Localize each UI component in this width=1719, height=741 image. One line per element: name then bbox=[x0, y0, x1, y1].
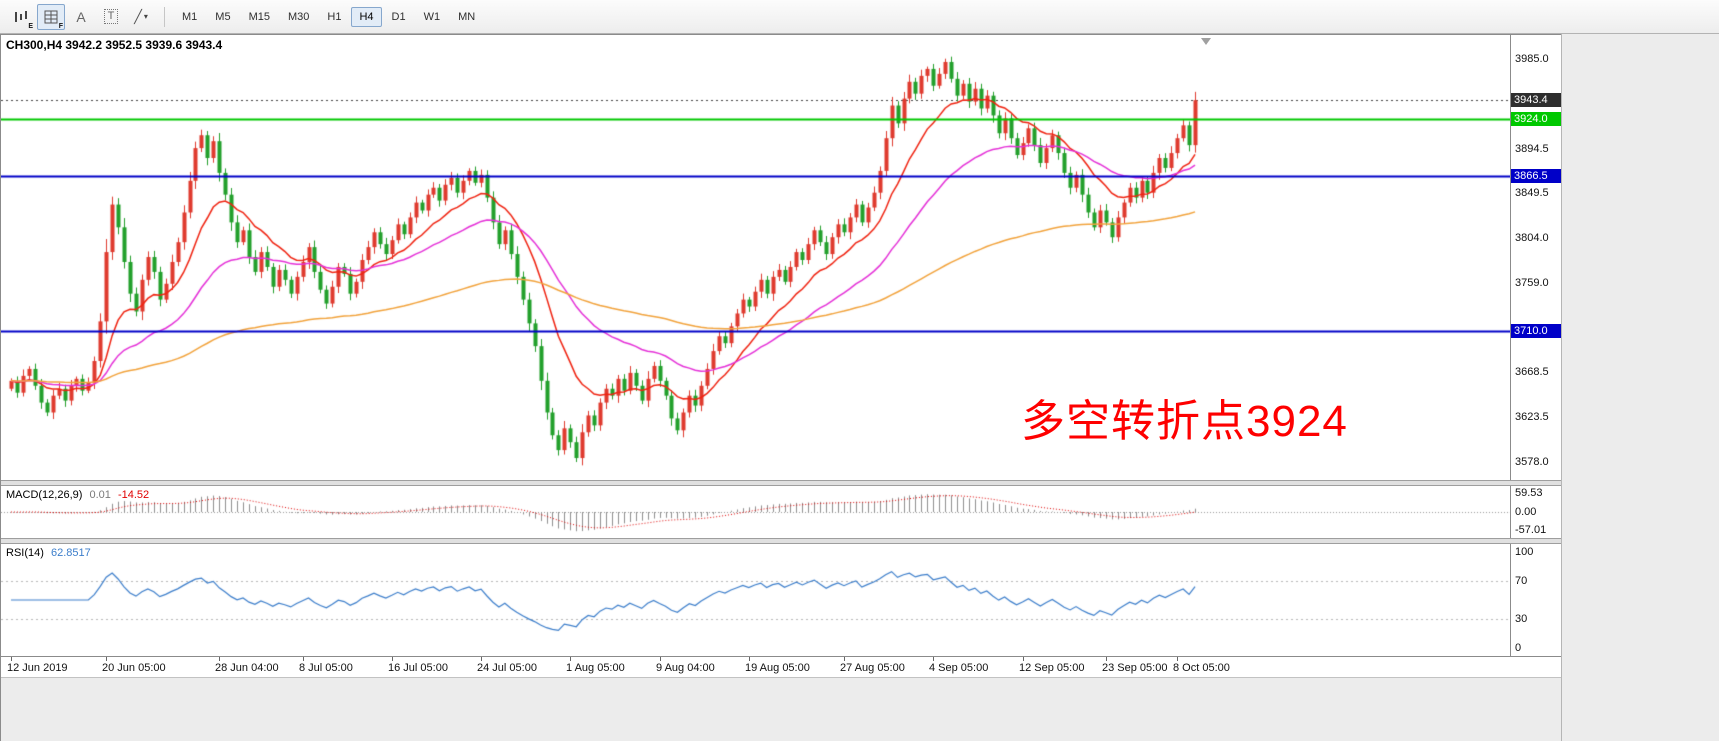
shapes-tool[interactable]: ╱ ▾ bbox=[127, 4, 155, 30]
data-grid-tool[interactable]: F bbox=[37, 3, 65, 30]
time-axis-label: 27 Aug 05:00 bbox=[840, 662, 905, 674]
timeframe-m30[interactable]: M30 bbox=[287, 10, 310, 23]
rsi-name: RSI(14) bbox=[6, 547, 44, 559]
timeframe-m5[interactable]: M5 bbox=[215, 10, 231, 23]
time-tick bbox=[11, 657, 12, 661]
workspace: CH300,H4 3942.2 3952.5 3939.6 3943.4 多空转… bbox=[0, 34, 1719, 741]
tool-sub-label: F bbox=[58, 22, 63, 30]
text-t-icon: T bbox=[103, 9, 119, 24]
time-tick bbox=[392, 657, 393, 661]
time-axis-label: 8 Jul 05:00 bbox=[299, 662, 353, 674]
time-tick bbox=[749, 657, 750, 661]
time-axis-label: 8 Oct 05:00 bbox=[1173, 662, 1230, 674]
text-a-icon: A bbox=[76, 8, 86, 25]
macd-axis-label: 59.53 bbox=[1515, 487, 1543, 500]
toolbar: E F A T ╱ ▾ M1 M5 M15 M30 H1 H4 D1 W1 MN bbox=[0, 0, 1719, 34]
time-tick bbox=[1177, 657, 1178, 661]
time-axis-label: 12 Jun 2019 bbox=[7, 662, 68, 674]
timeframe-m15[interactable]: M15 bbox=[248, 10, 270, 23]
price-axis-label: 3804.0 bbox=[1515, 232, 1549, 245]
time-tick bbox=[660, 657, 661, 661]
time-axis-label: 23 Sep 05:00 bbox=[1102, 662, 1168, 674]
rsi-axis-label: 70 bbox=[1515, 574, 1528, 587]
price-axis-label: 3849.5 bbox=[1515, 187, 1549, 200]
timeframe-w1[interactable]: W1 bbox=[423, 10, 441, 23]
price-axis-label: 3668.5 bbox=[1515, 366, 1549, 379]
level-3710-badge: 3710.0 bbox=[1511, 324, 1561, 339]
time-tick bbox=[106, 657, 107, 661]
time-tick bbox=[1106, 657, 1107, 661]
time-tick bbox=[219, 657, 220, 661]
time-tick bbox=[570, 657, 571, 661]
macd-name: MACD(12,26,9) bbox=[6, 489, 83, 501]
macd-axis[interactable]: 59.53 0.00 -57.01 bbox=[1510, 486, 1561, 538]
level-3924-badge: 3924.0 bbox=[1511, 112, 1561, 127]
macd-chart-canvas[interactable] bbox=[1, 486, 1511, 538]
chart-window: CH300,H4 3942.2 3952.5 3939.6 3943.4 多空转… bbox=[0, 34, 1562, 741]
chinese-annotation[interactable]: 多空转折点3924 bbox=[1021, 397, 1348, 446]
time-axis-label: 19 Aug 05:00 bbox=[745, 662, 810, 674]
price-axis-label: 3623.5 bbox=[1515, 410, 1549, 423]
level-3866-badge: 3866.5 bbox=[1511, 169, 1561, 184]
text-label-tool[interactable]: T bbox=[97, 4, 125, 30]
symbol-ohlc-header: CH300,H4 3942.2 3952.5 3939.6 3943.4 bbox=[6, 38, 223, 52]
time-axis-label: 9 Aug 04:00 bbox=[656, 662, 715, 674]
macd-main-value: 0.01 bbox=[89, 489, 111, 501]
time-axis-label: 28 Jun 04:00 bbox=[215, 662, 279, 674]
macd-axis-label: 0.00 bbox=[1515, 506, 1537, 518]
time-axis-label: 24 Jul 05:00 bbox=[477, 662, 537, 674]
timeframe-group: M1 M5 M15 M30 H1 H4 D1 W1 MN bbox=[173, 6, 484, 27]
timeframe-m1[interactable]: M1 bbox=[182, 10, 198, 23]
price-axis-label: 3578.0 bbox=[1515, 456, 1549, 468]
chart-shift-marker[interactable] bbox=[1201, 38, 1211, 45]
grid-icon bbox=[44, 10, 58, 23]
rsi-axis[interactable]: 100 70 30 0 bbox=[1510, 544, 1561, 656]
price-chart-canvas[interactable] bbox=[1, 35, 1511, 480]
time-tick bbox=[481, 657, 482, 661]
timeframe-d1[interactable]: D1 bbox=[391, 10, 406, 23]
price-axis-label: 3985.0 bbox=[1515, 53, 1549, 65]
time-tick bbox=[1023, 657, 1024, 661]
toolbar-separator bbox=[164, 6, 165, 27]
right-filler bbox=[1562, 34, 1719, 741]
bottom-filler bbox=[1, 677, 1561, 741]
bar-chart-icon bbox=[15, 10, 27, 22]
time-axis-label: 1 Aug 05:00 bbox=[566, 662, 625, 674]
price-axis-label: 3759.0 bbox=[1515, 276, 1549, 289]
macd-panel: MACD(12,26,9) 0.01 -14.52 59.53 0.00 -57.0… bbox=[1, 486, 1561, 538]
cursor-text-tool[interactable]: A bbox=[67, 4, 95, 30]
line-icon: ╱ bbox=[134, 8, 142, 24]
timeframe-mn[interactable]: MN bbox=[458, 10, 476, 23]
rsi-chart-canvas[interactable] bbox=[1, 544, 1511, 656]
time-axis-label: 16 Jul 05:00 bbox=[388, 662, 448, 674]
bar-chart-tool[interactable]: E bbox=[7, 4, 35, 30]
rsi-label: RSI(14) 62.8517 bbox=[6, 547, 91, 559]
time-axis[interactable]: 12 Jun 2019 20 Jun 05:00 28 Jun 04:00 8 Jul… bbox=[1, 656, 1561, 677]
splitter-macd[interactable] bbox=[1, 480, 1561, 486]
time-axis-label: 12 Sep 05:00 bbox=[1019, 662, 1085, 674]
timeframe-h1[interactable]: H1 bbox=[327, 10, 342, 23]
splitter-rsi[interactable] bbox=[1, 538, 1561, 544]
macd-signal-value: -14.52 bbox=[117, 489, 150, 501]
rsi-panel: RSI(14) 62.8517 100 70 30 0 bbox=[1, 544, 1561, 656]
time-axis-label: 20 Jun 05:00 bbox=[102, 662, 166, 674]
macd-axis-label: -57.01 bbox=[1515, 524, 1547, 537]
time-tick bbox=[933, 657, 934, 661]
time-tick bbox=[303, 657, 304, 661]
price-axis[interactable]: 3985.0 3894.5 3849.5 3804.0 3759.0 3668.5 3623… bbox=[1510, 35, 1561, 480]
current-price-badge: 3943.4 bbox=[1511, 93, 1561, 108]
price-axis-label: 3894.5 bbox=[1515, 142, 1549, 155]
chevron-down-icon: ▾ bbox=[143, 12, 148, 21]
macd-label: MACD(12,26,9) 0.01 -14.52 bbox=[6, 489, 149, 501]
rsi-value: 62.8517 bbox=[50, 547, 91, 559]
rsi-axis-label: 100 bbox=[1515, 546, 1534, 558]
rsi-axis-label: 0 bbox=[1515, 642, 1522, 654]
rsi-axis-label: 30 bbox=[1515, 613, 1528, 626]
price-panel: CH300,H4 3942.2 3952.5 3939.6 3943.4 多空转… bbox=[1, 34, 1561, 480]
time-tick bbox=[844, 657, 845, 661]
tool-sub-label: E bbox=[28, 22, 33, 30]
timeframe-h4[interactable]: H4 bbox=[351, 6, 382, 27]
time-axis-label: 4 Sep 05:00 bbox=[929, 662, 989, 674]
